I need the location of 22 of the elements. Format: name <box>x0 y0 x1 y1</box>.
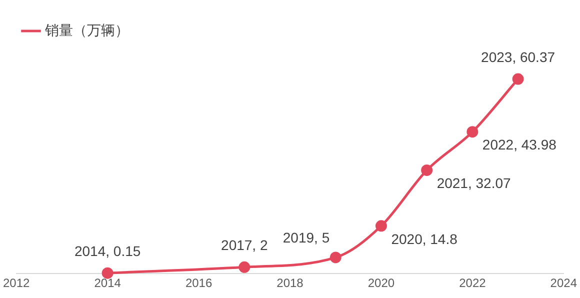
x-tick-label: 2024 <box>550 276 578 290</box>
data-label: 2022, 43.98 <box>482 136 557 153</box>
point <box>466 126 478 138</box>
x-tick-label: 2014 <box>94 276 122 290</box>
data-label: 2017, 2 <box>221 237 268 254</box>
point <box>102 267 114 279</box>
data-label: 2020, 14.8 <box>391 230 458 247</box>
x-tick-label: 2020 <box>368 276 395 290</box>
data-label: 2014, 0.15 <box>74 242 141 259</box>
legend-label: 销量（万辆） <box>44 22 129 38</box>
point <box>330 252 342 264</box>
data-label: 2023, 60.37 <box>481 48 556 65</box>
x-tick-label: 2018 <box>276 276 304 290</box>
x-tick-label: 2016 <box>185 276 212 290</box>
x-tick-label: 2012 <box>2 276 30 290</box>
point <box>375 220 387 232</box>
point <box>512 73 524 85</box>
data-label: 2021, 32.07 <box>436 175 511 192</box>
point <box>238 261 250 273</box>
point <box>421 164 433 176</box>
x-tick-label: 2022 <box>459 276 486 290</box>
data-label: 2019, 5 <box>282 229 330 246</box>
